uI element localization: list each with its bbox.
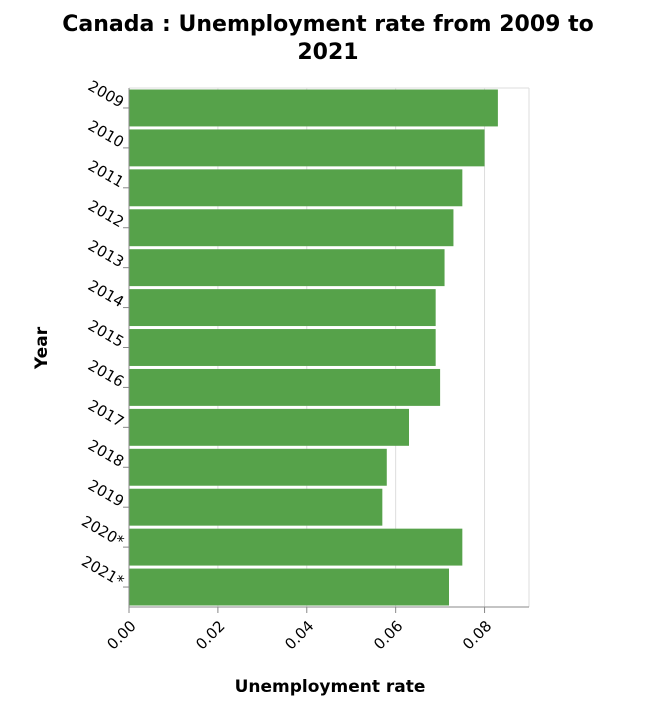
y-tick-label: 2011: [85, 157, 127, 192]
bar-2018: [129, 448, 387, 486]
x-tick-label: 0.02: [192, 617, 228, 653]
y-tick-label: 2020*: [78, 512, 127, 551]
bar-2011: [129, 169, 463, 207]
bar-2016: [129, 368, 441, 406]
x-tick-label: 0.06: [370, 617, 406, 653]
y-tick-label: 2010: [85, 117, 127, 152]
y-tick-label: 2009: [85, 77, 127, 112]
y-tick-label: 2013: [85, 236, 127, 271]
y-tick-label: 2021*: [78, 552, 127, 591]
y-tick-label: 2018: [85, 436, 127, 471]
bar-layer: [129, 89, 498, 606]
y-tick-label: 2014: [85, 276, 127, 311]
y-axis-title: Year: [32, 326, 52, 370]
bar-2014: [129, 289, 436, 327]
y-tick-label: 2016: [85, 356, 127, 391]
bar-2019: [129, 488, 383, 526]
bar-2009: [129, 89, 498, 127]
bar-2013: [129, 249, 445, 287]
chart-title-line-1: Canada : Unemployment rate from 2009 to: [62, 12, 593, 37]
y-tick-label: 2012: [85, 197, 127, 232]
x-tick-label: 0.04: [281, 617, 317, 653]
bar-2021-est: [129, 568, 449, 606]
x-tick-label: 0.08: [459, 617, 495, 653]
x-axis-title: Unemployment rate: [235, 677, 426, 697]
y-tick-label: 2015: [85, 316, 127, 351]
bar-2017: [129, 408, 409, 446]
x-tick-label: 0.00: [103, 617, 139, 653]
chart-title-line-2: 2021: [297, 40, 358, 65]
y-tick-label: 2019: [85, 476, 127, 511]
bar-2010: [129, 129, 485, 167]
bar-2020-est: [129, 528, 463, 566]
y-tick-label: 2017: [85, 396, 127, 431]
bar-2012: [129, 209, 454, 247]
bar-2015: [129, 329, 436, 366]
